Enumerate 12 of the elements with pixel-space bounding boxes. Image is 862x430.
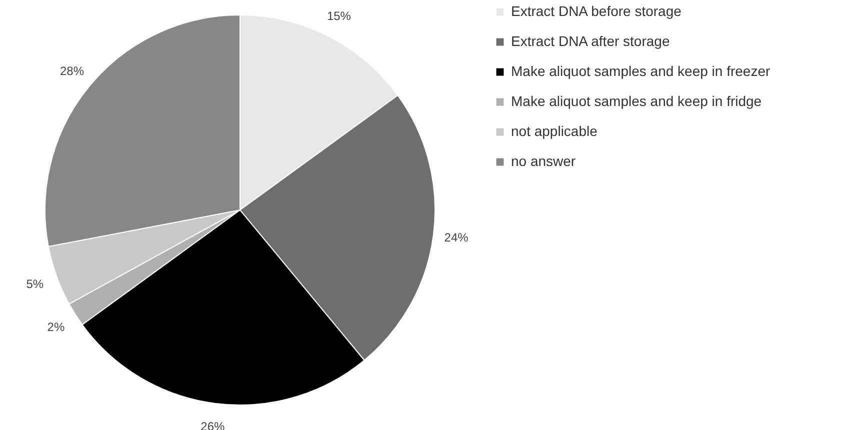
legend-label: Make aliquot samples and keep in freezer (511, 63, 770, 79)
data-label: 28% (60, 64, 84, 78)
data-label: 2% (47, 320, 65, 334)
legend-label: not applicable (511, 123, 598, 139)
legend-label: Extract DNA after storage (511, 33, 670, 49)
data-label: 5% (26, 276, 44, 291)
data-label: 26% (200, 419, 226, 430)
legend-label: Extract DNA before storage (511, 3, 682, 19)
data-label: 15% (326, 8, 352, 23)
legend-label: no answer (511, 153, 576, 169)
data-label: 24% (444, 230, 469, 244)
legend-label: Make aliquot samples and keep in fridge (511, 93, 762, 109)
